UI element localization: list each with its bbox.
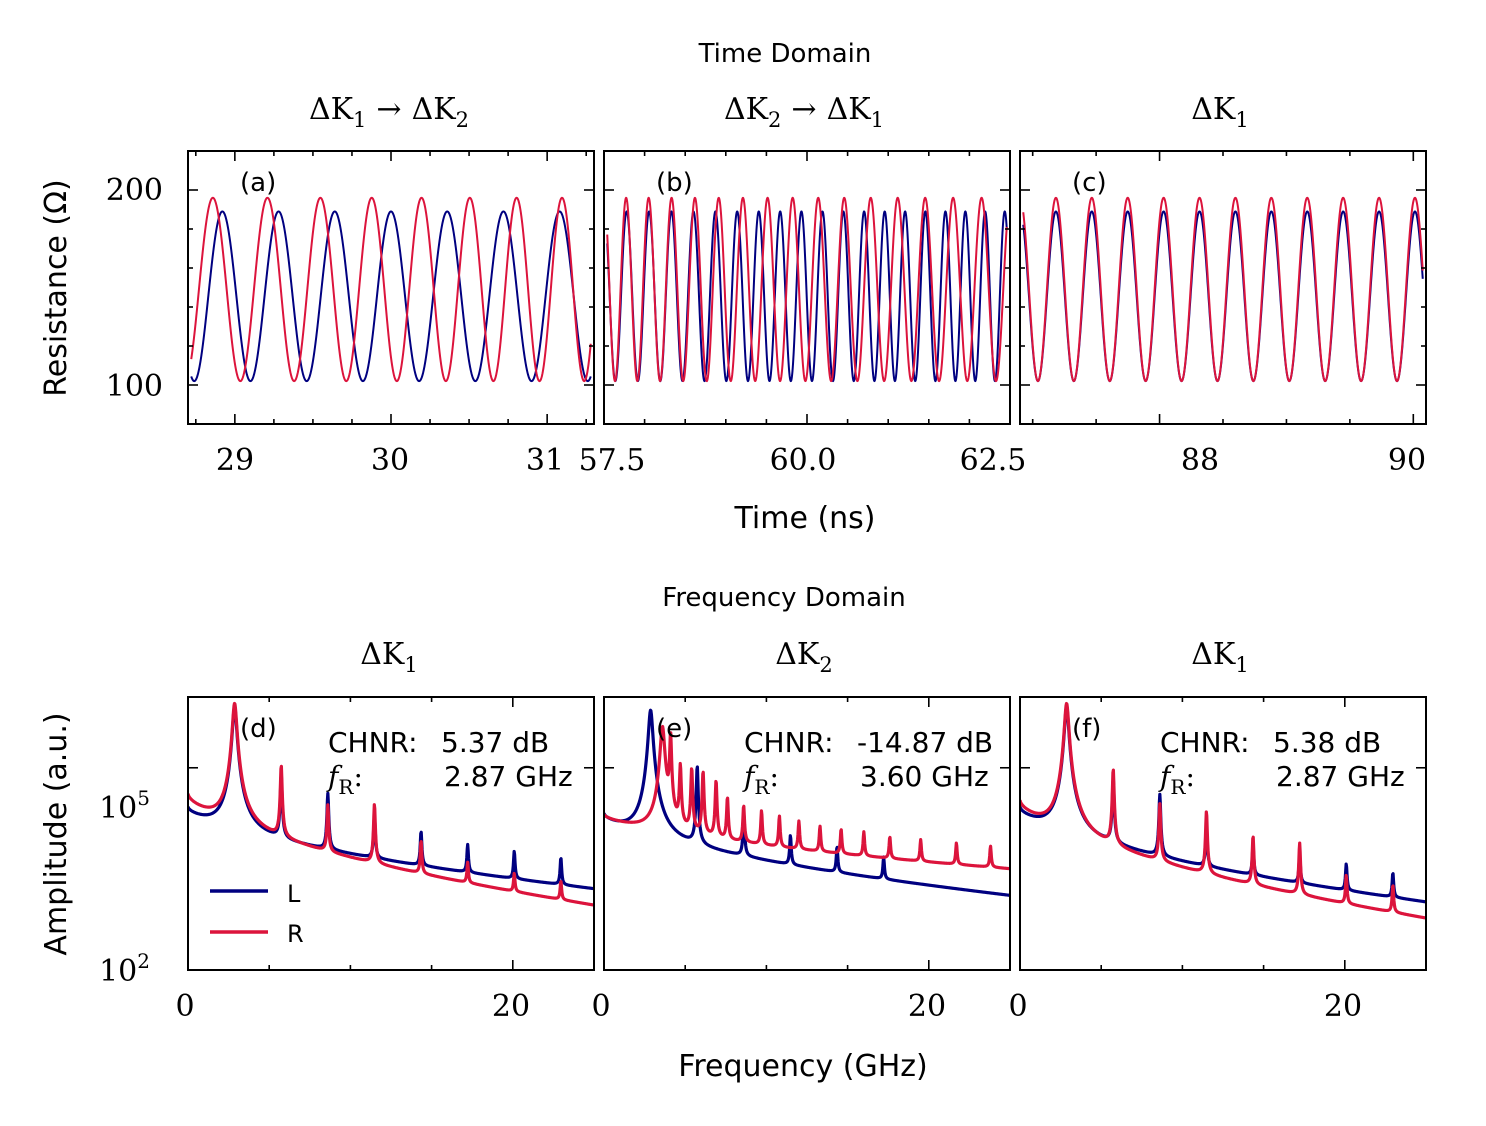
panel-b-label: (b) [656,168,693,198]
panel-d-chnr-value: 5.37 dB [441,726,549,759]
panel-f-label: (f) [1072,714,1101,744]
panel-a-label: (a) [240,168,276,198]
time-domain-title: Time Domain [698,39,872,69]
freq-xlabel: Frequency (GHz) [678,1049,927,1084]
panel-b-title: ΔK2 → ΔK1 [724,92,884,132]
xtick-label-c-88: 88 [1181,443,1219,478]
panel-e-label: (e) [656,714,692,744]
panel-d-fr-value: 2.87 GHz [444,760,573,793]
legend-label-L: L [287,880,301,908]
xtick-label-f-0: 0 [1008,989,1027,1024]
trace-c-R [1022,196,1424,383]
xtick-label-b-57.5: 57.5 [579,443,646,478]
ytick-label-100: 100 [106,369,163,404]
xtick-label-a-29: 29 [216,443,254,478]
panel-c-title: ΔK1 [1191,92,1248,132]
panel-c-label: (c) [1072,168,1107,198]
panel-e-chnr-value: -14.87 dB [857,726,993,759]
panel-e-chnr-label: CHNR: [744,726,834,759]
panel-d-label: (d) [240,714,277,744]
panel-a-title: ΔK1 → ΔK2 [309,92,469,132]
time-xlabel: Time (ns) [733,501,875,536]
trace-e-L [604,708,1010,897]
xtick-label-a-31: 31 [526,443,564,478]
panel-e-fr-value: 3.60 GHz [860,760,989,793]
time-ylabel: Resistance (Ω) [39,179,74,397]
trace-e-R [604,724,1010,871]
xtick-label-e-0: 0 [591,989,610,1024]
panel-f-title: ΔK1 [1191,637,1248,677]
xtick-label-a-30: 30 [371,443,409,478]
ytick-label-1e5: 105 [99,786,150,826]
ytick-label-1e2: 102 [99,949,150,989]
panel-d-chnr-label: CHNR: [328,726,418,759]
panel-f-fr-value: 2.87 GHz [1276,760,1405,793]
panel-f-frame [1019,696,1427,971]
xtick-label-d-0: 0 [175,989,194,1024]
panel-d-title: ΔK1 [360,637,417,677]
panel-e-fr-label: fR: [742,760,779,799]
trace-d-R [188,701,594,907]
trace-d-L [188,705,594,891]
legend-label-R: R [287,920,304,948]
xtick-label-f-20: 20 [1324,989,1362,1024]
panel-d-fr-label: fR: [326,760,363,799]
xtick-label-e-20: 20 [908,989,946,1024]
trace-a-R [190,196,592,383]
trace-b-R [606,196,1008,383]
xtick-label-c-90: 90 [1388,443,1426,478]
panel-a-frame [187,150,595,425]
ytick-label-200: 200 [106,173,163,208]
panel-f-chnr-value: 5.38 dB [1273,726,1381,759]
trace-a-L [190,210,592,383]
xtick-label-b-60: 60.0 [770,443,837,478]
panel-f-fr-label: fR: [1158,760,1195,799]
trace-f-R [1020,701,1426,920]
panel-b-frame [603,150,1011,425]
xtick-label-d-20: 20 [492,989,530,1024]
panel-e-frame [603,696,1011,971]
panel-d-frame [187,696,595,971]
panel-c-frame [1019,150,1427,425]
freq-ylabel: Amplitude (a.u.) [39,712,74,955]
xtick-label-b-62.5: 62.5 [960,443,1027,478]
frequency-domain-title: Frequency Domain [662,583,905,613]
panel-f-chnr-label: CHNR: [1160,726,1250,759]
panel-e-title: ΔK2 [775,637,832,677]
